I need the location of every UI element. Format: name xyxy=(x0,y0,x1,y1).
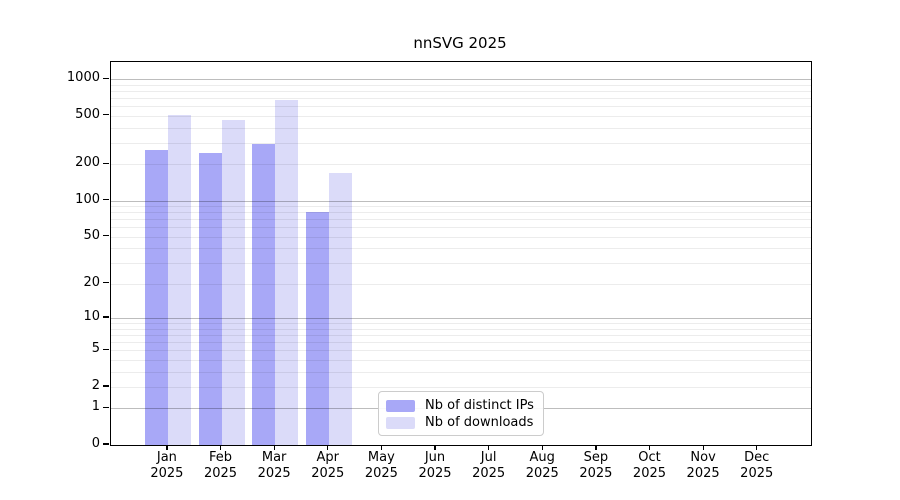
y-tick-label-5: 5 xyxy=(91,341,100,357)
bar-mar-distinct-ips xyxy=(252,143,276,445)
y-tick-1000 xyxy=(103,77,109,79)
x-tick-label-sep: Sep 2025 xyxy=(579,450,613,481)
bar-jan-downloads xyxy=(167,114,191,445)
legend-label-distinct-ips: Nb of distinct IPs xyxy=(425,398,534,413)
legend-entry-downloads: Nb of downloads xyxy=(386,414,535,431)
plot-area xyxy=(110,61,812,446)
x-tick-label-nov: Nov 2025 xyxy=(686,450,720,481)
y-tick-20 xyxy=(103,282,109,284)
legend-label-downloads: Nb of downloads xyxy=(425,415,534,430)
bar-apr-downloads xyxy=(328,172,352,445)
x-tick-label-oct: Oct 2025 xyxy=(632,450,667,481)
bar-feb-distinct-ips xyxy=(198,153,222,445)
x-tick-apr xyxy=(327,445,329,451)
y-tick-label-10: 10 xyxy=(83,309,100,325)
bar-feb-downloads xyxy=(221,120,245,445)
x-tick-label-mar: Mar 2025 xyxy=(257,450,291,481)
y-tick-label-20: 20 xyxy=(83,274,100,290)
y-tick-label-1000: 1000 xyxy=(66,70,100,86)
x-tick-oct xyxy=(648,445,651,451)
chart-title: nnSVG 2025 xyxy=(413,34,507,52)
legend: Nb of distinct IPs Nb of downloads xyxy=(378,391,544,436)
y-tick-label-100: 100 xyxy=(75,191,100,207)
x-tick-label-aug: Aug 2025 xyxy=(525,450,559,481)
distinct-ips-swatch-icon xyxy=(386,399,415,412)
x-tick-jul xyxy=(488,445,490,451)
y-tick-2 xyxy=(103,385,109,387)
y-tick-100 xyxy=(103,199,109,201)
x-tick-dec xyxy=(756,445,758,451)
downloads-swatch-icon xyxy=(386,416,415,429)
x-tick-nov xyxy=(702,445,704,451)
x-tick-feb xyxy=(219,445,222,451)
y-tick-500 xyxy=(103,114,109,116)
x-tick-label-jun: Jun 2025 xyxy=(418,450,452,481)
x-tick-label-feb: Feb 2025 xyxy=(203,450,238,481)
y-tick-label-0: 0 xyxy=(91,436,100,451)
x-tick-label-dec: Dec 2025 xyxy=(740,450,774,481)
x-tick-sep xyxy=(595,445,597,451)
y-tick-label-200: 200 xyxy=(75,155,100,171)
y-tick-label-1: 1 xyxy=(91,399,100,415)
y-tick-200 xyxy=(103,162,109,164)
bar-apr-distinct-ips xyxy=(305,212,329,445)
y-tick-label-500: 500 xyxy=(75,106,100,122)
y-tick-50 xyxy=(103,235,109,237)
x-tick-label-may: May 2025 xyxy=(364,450,398,481)
y-tick-0 xyxy=(103,443,109,445)
x-tick-mar xyxy=(273,445,275,451)
legend-entry-distinct-ips: Nb of distinct IPs xyxy=(386,397,535,414)
y-tick-label-2: 2 xyxy=(91,377,100,393)
bars-layer xyxy=(111,62,811,445)
bar-mar-downloads xyxy=(275,99,299,445)
x-tick-jun xyxy=(434,445,436,451)
x-tick-aug xyxy=(541,445,543,451)
x-tick-may xyxy=(380,445,383,451)
x-tick-label-jul: Jul 2025 xyxy=(472,450,506,481)
bar-jan-distinct-ips xyxy=(144,150,168,445)
y-tick-5 xyxy=(103,348,109,350)
y-tick-1 xyxy=(103,406,109,408)
y-tick-label-50: 50 xyxy=(83,227,100,243)
x-tick-label-jan: Jan 2025 xyxy=(150,450,184,481)
y-tick-10 xyxy=(103,316,109,318)
x-tick-jan xyxy=(166,445,168,451)
x-tick-label-apr: Apr 2025 xyxy=(311,450,345,481)
